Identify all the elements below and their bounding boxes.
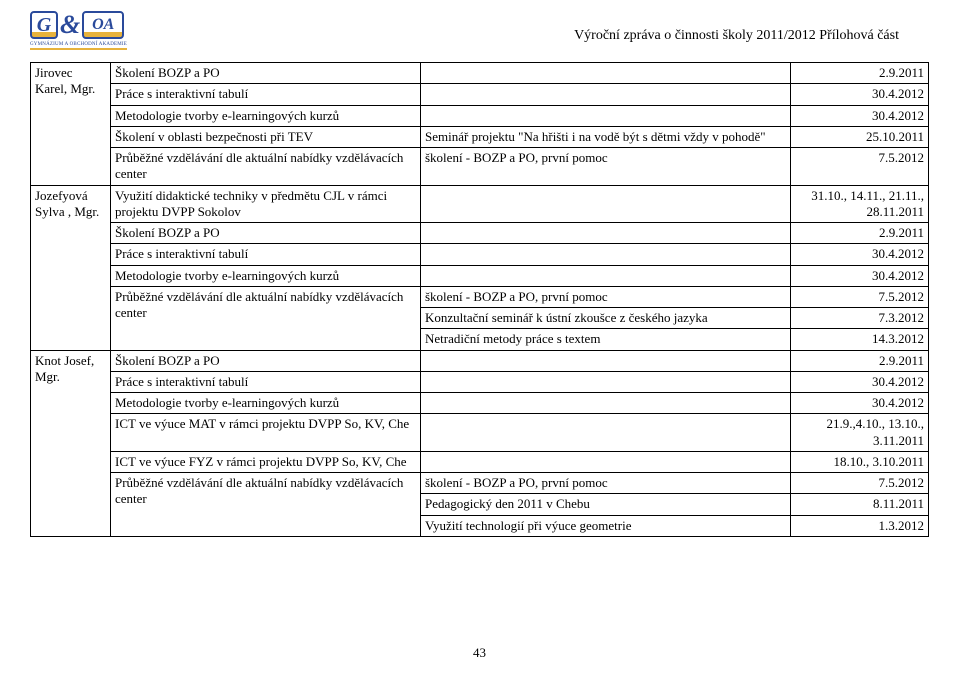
date-cell: 2.9.2011 [791,223,929,244]
course-cell: Školení BOZP a PO [111,63,421,84]
course-cell: Školení BOZP a PO [111,350,421,371]
table-row: Knot Josef, Mgr. Školení BOZP a PO 2.9.2… [31,350,929,371]
logo-ampersand: & [60,10,80,40]
course-cell: Metodologie tvorby e-learningových kurzů [111,393,421,414]
teacher-name-cell: Jirovec Karel, Mgr. [31,63,111,186]
course-cell: Školení v oblasti bezpečnosti při TEV [111,126,421,147]
date-cell: 7.3.2012 [791,308,929,329]
topic-cell [421,63,791,84]
date-cell: 1.3.2012 [791,515,929,536]
table-row: Metodologie tvorby e-learningových kurzů… [31,265,929,286]
date-cell: 14.3.2012 [791,329,929,350]
date-cell: 30.4.2012 [791,244,929,265]
course-cell: Práce s interaktivní tabulí [111,244,421,265]
topic-cell: školení - BOZP a PO, první pomoc [421,473,791,494]
course-cell: Průběžné vzdělávání dle aktuální nabídky… [111,473,421,537]
date-cell: 2.9.2011 [791,63,929,84]
topic-cell [421,393,791,414]
page-number: 43 [0,645,959,661]
page-header-title: Výroční zpráva o činnosti školy 2011/201… [574,28,899,44]
table-row: ICT ve výuce MAT v rámci projektu DVPP S… [31,414,929,452]
teacher-name-cell: Knot Josef, Mgr. [31,350,111,536]
date-cell: 18.10., 3.10.2011 [791,451,929,472]
table-row: Práce s interaktivní tabulí 30.4.2012 [31,84,929,105]
course-cell: Průběžné vzdělávání dle aktuální nabídky… [111,148,421,186]
table-row: Práce s interaktivní tabulí 30.4.2012 [31,244,929,265]
course-cell: Školení BOZP a PO [111,223,421,244]
topic-cell [421,371,791,392]
course-cell: ICT ve výuce FYZ v rámci projektu DVPP S… [111,451,421,472]
course-cell: Využití didaktické techniky v předmětu C… [111,185,421,223]
date-cell: 30.4.2012 [791,105,929,126]
topic-cell: Pedagogický den 2011 v Chebu [421,494,791,515]
table-row: Jozefyová Sylva , Mgr. Využití didaktick… [31,185,929,223]
topic-cell [421,185,791,223]
topic-cell: Seminář projektu "Na hřišti i na vodě bý… [421,126,791,147]
teacher-name-cell: Jozefyová Sylva , Mgr. [31,185,111,350]
date-cell: 7.5.2012 [791,148,929,186]
course-cell: ICT ve výuce MAT v rámci projektu DVPP S… [111,414,421,452]
logo-badge-oa: OA [82,11,124,39]
date-cell: 2.9.2011 [791,350,929,371]
date-cell: 25.10.2011 [791,126,929,147]
training-table-wrap: Jirovec Karel, Mgr. Školení BOZP a PO 2.… [30,62,929,537]
table-row: Školení BOZP a PO 2.9.2011 [31,223,929,244]
course-cell: Práce s interaktivní tabulí [111,84,421,105]
course-cell: Metodologie tvorby e-learningových kurzů [111,105,421,126]
date-cell: 30.4.2012 [791,84,929,105]
date-cell: 21.9.,4.10., 13.10., 3.11.2011 [791,414,929,452]
date-cell: 30.4.2012 [791,265,929,286]
table-row: Práce s interaktivní tabulí 30.4.2012 [31,371,929,392]
topic-cell [421,451,791,472]
course-cell: Práce s interaktivní tabulí [111,371,421,392]
table-row: Metodologie tvorby e-learningových kurzů… [31,393,929,414]
course-cell: Metodologie tvorby e-learningových kurzů [111,265,421,286]
date-cell: 8.11.2011 [791,494,929,515]
topic-cell: Konzultační seminář k ústní zkoušce z če… [421,308,791,329]
date-cell: 31.10., 14.11., 21.11., 28.11.2011 [791,185,929,223]
logo-underline [30,48,127,50]
date-cell: 30.4.2012 [791,393,929,414]
topic-cell: školení - BOZP a PO, první pomoc [421,148,791,186]
table-row: Průběžné vzdělávání dle aktuální nabídky… [31,148,929,186]
topic-cell: Netradiční metody práce s textem [421,329,791,350]
topic-cell [421,84,791,105]
school-logo: G & OA GYMNÁZIUM A OBCHODNÍ AKADEMIE [30,10,130,60]
course-cell: Průběžné vzdělávání dle aktuální nabídky… [111,286,421,350]
topic-cell: Využití technologií při výuce geometrie [421,515,791,536]
training-table: Jirovec Karel, Mgr. Školení BOZP a PO 2.… [30,62,929,537]
topic-cell [421,350,791,371]
topic-cell [421,244,791,265]
logo-badge-g: G [30,11,58,39]
table-row: Jirovec Karel, Mgr. Školení BOZP a PO 2.… [31,63,929,84]
date-cell: 7.5.2012 [791,286,929,307]
table-row: Průběžné vzdělávání dle aktuální nabídky… [31,473,929,494]
date-cell: 30.4.2012 [791,371,929,392]
topic-cell [421,414,791,452]
table-row: Školení v oblasti bezpečnosti při TEV Se… [31,126,929,147]
table-row: Metodologie tvorby e-learningových kurzů… [31,105,929,126]
topic-cell [421,265,791,286]
topic-cell [421,105,791,126]
topic-cell [421,223,791,244]
table-row: Průběžné vzdělávání dle aktuální nabídky… [31,286,929,307]
logo-subtitle: GYMNÁZIUM A OBCHODNÍ AKADEMIE [30,42,127,47]
date-cell: 7.5.2012 [791,473,929,494]
topic-cell: školení - BOZP a PO, první pomoc [421,286,791,307]
table-row: ICT ve výuce FYZ v rámci projektu DVPP S… [31,451,929,472]
